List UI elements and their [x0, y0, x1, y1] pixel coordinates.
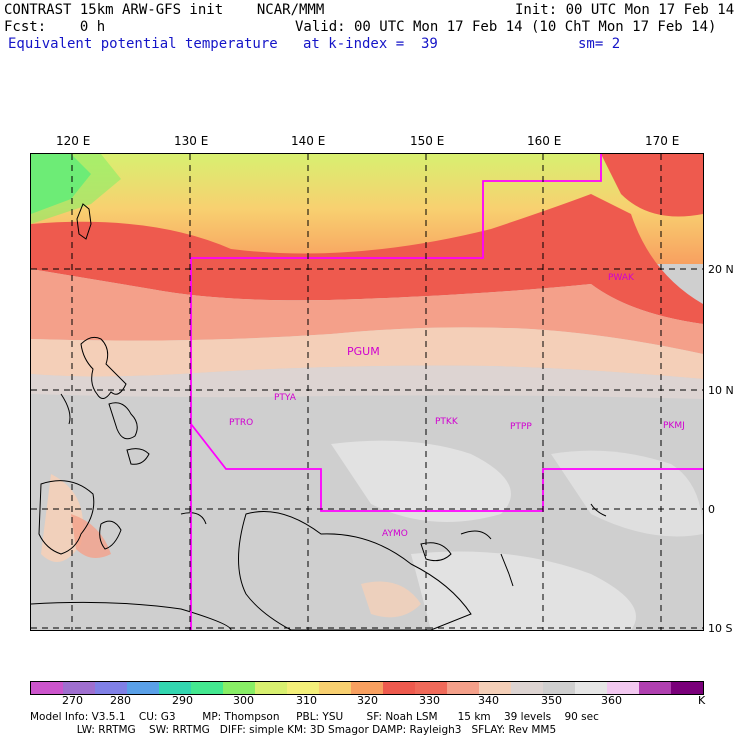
colorbar-swatch	[543, 682, 575, 694]
colorbar-label-280: 280	[110, 694, 131, 707]
colorbar-swatch	[607, 682, 639, 694]
colorbar-label-330: 330	[419, 694, 440, 707]
lat-lon-grid	[31, 154, 703, 630]
colorbar-swatch	[639, 682, 671, 694]
colorbar-swatch	[63, 682, 95, 694]
footer-model-info-2: LW: RRTMG SW: RRTMG DIFF: simple KM: 3D …	[30, 724, 557, 736]
colorbar-swatch	[511, 682, 543, 694]
colorbar-swatch	[255, 682, 287, 694]
lon-label-140e: 140 E	[291, 134, 326, 148]
colorbar-swatch	[671, 682, 703, 694]
colorbar-swatch	[127, 682, 159, 694]
colorbar-swatch	[31, 682, 63, 694]
colorbar-swatch	[287, 682, 319, 694]
colorbar-label-320: 320	[357, 694, 378, 707]
station-pkmj: PKMJ	[663, 421, 685, 431]
smoothing-label: sm= 2	[578, 36, 621, 52]
colorbar-label-290: 290	[172, 694, 193, 707]
station-ptro: PTRO	[229, 418, 254, 428]
colorbar-label-360: 360	[601, 694, 622, 707]
colorbar-label-310: 310	[296, 694, 317, 707]
lon-label-170e: 170 E	[645, 134, 680, 148]
lat-label-eq: 0	[708, 503, 715, 516]
colorbar-label-340: 340	[478, 694, 499, 707]
field-title: Equivalent potential temperature	[8, 36, 278, 52]
header-line2-left: Fcst: 0 h	[4, 19, 106, 35]
colorbar-swatch	[447, 682, 479, 694]
header-line2-right: Valid: 00 UTC Mon 17 Feb 14 (10 ChT Mon …	[295, 19, 717, 35]
level-label: at k-index = 39	[303, 36, 438, 52]
colorbar-swatch	[159, 682, 191, 694]
colorbar-swatch	[383, 682, 415, 694]
colorbar-swatch	[191, 682, 223, 694]
colorbar-swatch	[95, 682, 127, 694]
colorbar-label-300: 300	[233, 694, 254, 707]
colorbar-swatch	[319, 682, 351, 694]
colorbar-swatch	[351, 682, 383, 694]
coastlines	[31, 203, 607, 630]
lon-label-130e: 130 E	[174, 134, 209, 148]
header-line1-right: Init: 00 UTC Mon 17 Feb 14	[515, 2, 735, 18]
colorbar-swatch	[223, 682, 255, 694]
lon-label-120e: 120 E	[56, 134, 91, 148]
lat-label-20n: 20 N	[708, 263, 734, 276]
colorbar-swatch	[479, 682, 511, 694]
map-panel: PWAK PGUM PTYA PTRO PTKK PTPP PKMJ AYMO	[30, 153, 704, 631]
station-ptkk: PTKK	[435, 417, 458, 427]
colorbar	[30, 681, 704, 695]
station-ptya: PTYA	[274, 393, 296, 403]
header-line1-left: CONTRAST 15km ARW-GFS init NCAR/MMM	[4, 2, 325, 18]
colorbar-label-270: 270	[62, 694, 83, 707]
lat-label-10n: 10 N	[708, 384, 734, 397]
theta-e-field	[31, 154, 703, 630]
colorbar-unit: K	[698, 694, 706, 707]
lon-label-150e: 150 E	[410, 134, 445, 148]
domain-boundary	[190, 154, 703, 630]
station-pgum: PGUM	[347, 345, 380, 358]
colorbar-label-350: 350	[541, 694, 562, 707]
colorbar-swatch	[575, 682, 607, 694]
station-ptpp: PTPP	[510, 422, 532, 432]
colorbar-swatch	[415, 682, 447, 694]
lat-label-10s: 10 S	[708, 622, 733, 635]
lon-label-160e: 160 E	[527, 134, 562, 148]
station-aymo: AYMO	[382, 529, 408, 539]
station-pwak: PWAK	[608, 273, 634, 283]
footer-model-info-1: Model Info: V3.5.1 CU: G3 MP: Thompson P…	[30, 711, 599, 723]
